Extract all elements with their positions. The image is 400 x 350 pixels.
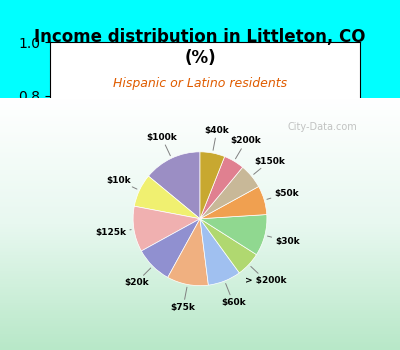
Text: $30k: $30k [268,236,300,246]
Text: $100k: $100k [146,133,177,156]
Text: $20k: $20k [124,268,151,287]
Wedge shape [200,219,256,273]
Text: > $200k: > $200k [245,266,286,285]
Text: $50k: $50k [267,189,299,199]
Text: $200k: $200k [231,136,261,159]
Wedge shape [200,215,267,254]
Wedge shape [200,152,225,219]
Wedge shape [200,156,243,219]
Text: $10k: $10k [106,176,137,189]
Wedge shape [200,167,259,219]
Wedge shape [200,219,239,285]
Wedge shape [133,206,200,251]
Text: $60k: $60k [221,284,246,307]
Wedge shape [141,219,200,278]
Text: Income distribution in Littleton, CO
(%): Income distribution in Littleton, CO (%) [34,28,366,67]
Text: $40k: $40k [204,126,229,150]
Wedge shape [134,176,200,219]
Wedge shape [168,219,208,286]
Text: $75k: $75k [171,287,196,312]
Wedge shape [148,152,200,219]
Text: City-Data.com: City-Data.com [288,122,358,133]
Wedge shape [200,187,267,219]
Text: $125k: $125k [95,229,131,237]
Text: $150k: $150k [254,157,285,174]
Text: Hispanic or Latino residents: Hispanic or Latino residents [113,77,287,90]
